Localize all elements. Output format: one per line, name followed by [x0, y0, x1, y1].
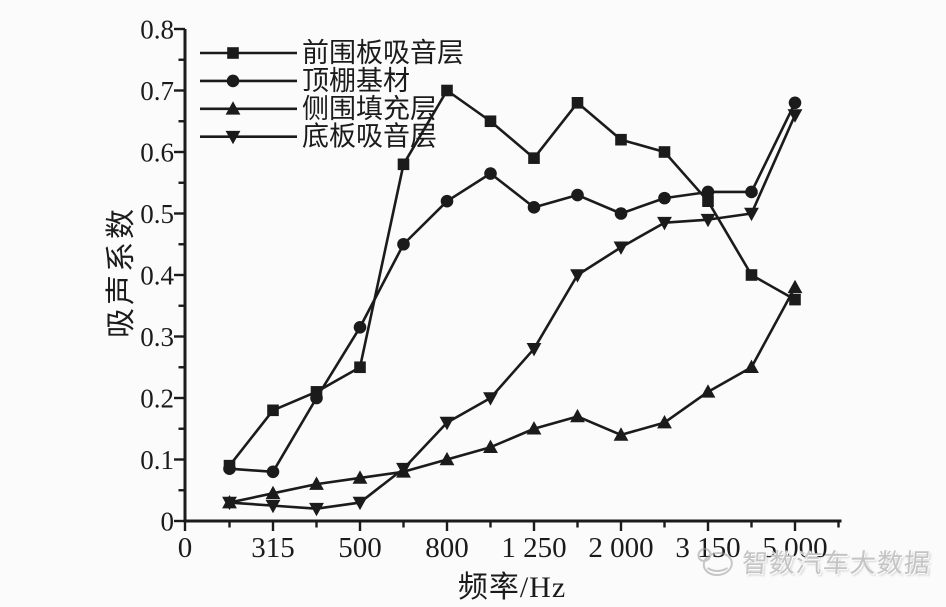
- marker-square: [227, 47, 239, 59]
- legend-item: 底板吸音层: [200, 122, 437, 152]
- marker-triangle-down: [225, 130, 241, 145]
- marker-triangle-down: [222, 496, 237, 511]
- legend-label: 底板吸音层: [302, 122, 437, 152]
- marker-square: [267, 404, 279, 417]
- legend-item: 侧围填充层: [200, 94, 437, 124]
- marker-triangle-down: [265, 499, 281, 514]
- marker-square: [702, 195, 714, 207]
- marker-square: [397, 158, 410, 171]
- x-tick-label: 315: [251, 532, 295, 564]
- x-tick-label: 500: [338, 532, 382, 564]
- series-line: [229, 114, 797, 511]
- marker-circle: [614, 207, 628, 220]
- marker-circle: [701, 185, 715, 199]
- marker-circle: [440, 194, 454, 208]
- marker-square: [571, 97, 584, 109]
- y-tick-label: 0.4: [140, 261, 174, 291]
- marker-circle: [266, 465, 280, 479]
- marker-triangle-down: [439, 416, 455, 431]
- marker-triangle-down: [396, 462, 411, 477]
- y-tick-label: 0.7: [140, 76, 174, 106]
- marker-triangle-down: [700, 213, 716, 228]
- marker-square: [441, 84, 453, 97]
- legend-label: 顶棚基材: [302, 66, 410, 96]
- marker-triangle-up: [352, 470, 368, 484]
- marker-square: [745, 269, 758, 281]
- marker-circle: [527, 201, 541, 214]
- series-line: [229, 102, 797, 474]
- marker-triangle-up: [657, 415, 672, 429]
- marker-triangle-down: [744, 207, 759, 222]
- marker-circle: [658, 191, 671, 205]
- y-tick-label: 0.6: [140, 138, 174, 168]
- marker-circle: [788, 96, 802, 110]
- marker-triangle-up: [526, 421, 542, 435]
- legend-label: 侧围填充层: [302, 94, 437, 124]
- marker-triangle-down: [787, 109, 803, 123]
- y-tick-label: 0.8: [140, 15, 174, 45]
- legend-label: 前围板吸音层: [302, 38, 464, 68]
- marker-circle: [484, 167, 497, 180]
- x-tick-label: 800: [425, 532, 469, 564]
- marker-triangle-down: [613, 241, 629, 255]
- marker-circle: [745, 185, 758, 199]
- marker-triangle-up: [309, 476, 324, 490]
- legend-item: 顶棚基材: [200, 66, 410, 96]
- marker-circle: [571, 188, 584, 202]
- y-tick-label: 0.5: [140, 199, 174, 229]
- x-axis-title: 频率/Hz: [457, 571, 567, 604]
- marker-triangle-up: [570, 408, 585, 423]
- marker-circle: [397, 237, 410, 251]
- marker-circle: [353, 320, 367, 334]
- marker-triangle-down: [352, 496, 368, 511]
- x-tick-label: 5 000: [762, 532, 827, 564]
- marker-circle: [223, 462, 236, 476]
- marker-triangle-up: [265, 485, 281, 500]
- marker-triangle-down: [526, 343, 542, 357]
- marker-circle: [310, 391, 323, 405]
- x-tick-label: 2 000: [588, 532, 653, 564]
- y-tick-label: 0.2: [140, 384, 174, 414]
- marker-square: [789, 293, 801, 306]
- marker-square: [528, 152, 540, 164]
- marker-triangle-up: [225, 101, 241, 115]
- y-tick-label: 0.1: [140, 445, 174, 475]
- marker-triangle-down: [570, 269, 585, 283]
- x-tick-label: 0: [178, 532, 193, 564]
- marker-triangle-up: [483, 439, 498, 453]
- series-底板吸音层: [222, 109, 803, 517]
- marker-triangle-down: [483, 392, 498, 406]
- marker-square: [658, 146, 671, 158]
- marker-triangle-up: [613, 427, 629, 441]
- marker-square: [354, 361, 366, 374]
- x-tick-label: 1 250: [501, 532, 566, 564]
- y-tick-label: 0.3: [140, 322, 174, 352]
- x-tick-label: 3 150: [675, 532, 740, 564]
- y-axis-title: 吸声系数: [105, 206, 138, 338]
- y-tick-label: 0: [161, 507, 175, 537]
- legend-item: 前围板吸音层: [200, 38, 464, 68]
- marker-triangle-up: [700, 384, 716, 398]
- marker-triangle-up: [439, 451, 455, 466]
- marker-square: [484, 115, 497, 128]
- marker-triangle-up: [744, 359, 759, 374]
- marker-circle: [226, 74, 240, 88]
- marker-triangle-down: [309, 502, 324, 517]
- marker-triangle-up: [787, 279, 803, 294]
- series-line: [229, 286, 797, 504]
- marker-square: [615, 133, 627, 146]
- marker-triangle-down: [657, 216, 672, 231]
- series-顶棚基材: [223, 96, 802, 479]
